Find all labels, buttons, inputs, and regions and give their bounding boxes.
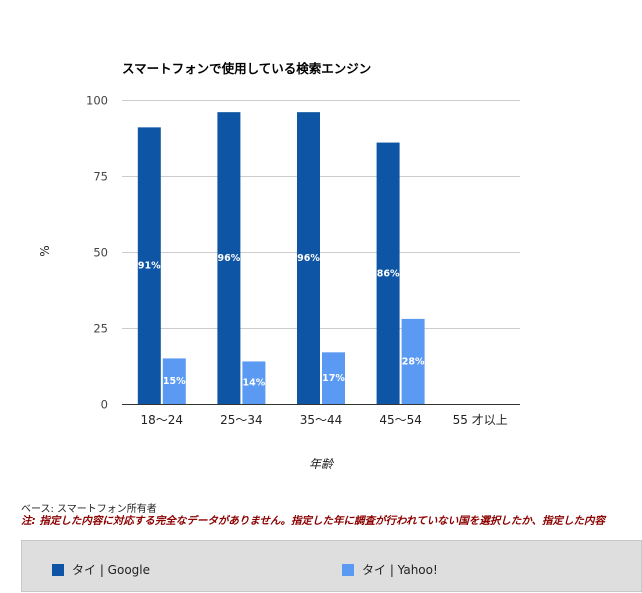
data-label: 28%	[402, 356, 425, 367]
chart-title: スマートフォンで使用している検索エンジン	[122, 61, 371, 76]
bar-yahoo[interactable]	[162, 358, 186, 404]
gridlines	[122, 100, 520, 329]
legend: タイ | Google タイ | Yahoo!	[21, 540, 642, 592]
bar-google[interactable]	[297, 112, 320, 404]
base-note: ベース: スマートフォン所有者	[21, 504, 157, 515]
y-tick-label: 25	[93, 322, 108, 336]
legend-item-google[interactable]: タイ | Google	[52, 561, 150, 578]
x-tick-label: 35〜44	[300, 413, 343, 427]
data-label: 17%	[322, 373, 345, 384]
x-tick-label: 18〜24	[141, 413, 184, 427]
x-axis-ticks: 18〜24 25〜34 35〜44 45〜54 55 才以上	[141, 413, 508, 427]
legend-swatch-yahoo	[342, 563, 354, 576]
y-tick-label: 75	[93, 170, 108, 184]
legend-swatch-google	[52, 563, 64, 576]
x-axis-label: 年齢	[309, 457, 335, 471]
data-label: 91%	[138, 261, 161, 272]
bar-yahoo[interactable]	[242, 361, 266, 404]
bar-google[interactable]	[376, 142, 400, 404]
bar-yahoo[interactable]	[322, 352, 345, 404]
x-tick-label: 25〜34	[220, 413, 263, 427]
legend-label-yahoo: タイ | Yahoo!	[362, 563, 438, 577]
y-tick-label: 100	[86, 94, 108, 108]
x-tick-label: 55 才以上	[453, 413, 508, 427]
bars: 91% 15% 96% 14% 96% 17% 86% 28%	[137, 112, 425, 405]
legend-label-google: タイ | Google	[72, 563, 150, 577]
chart: スマートフォンで使用している検索エンジン 0 25 50 75 100 91% 15% 96…	[38, 61, 520, 471]
x-tick-label: 45〜54	[379, 413, 422, 427]
y-axis-ticks: 0 25 50 75 100	[86, 94, 108, 412]
bar-yahoo[interactable]	[401, 318, 425, 404]
bar-google[interactable]	[217, 112, 241, 404]
data-label: 14%	[243, 378, 266, 389]
y-tick-label: 50	[93, 246, 108, 260]
legend-item-yahoo[interactable]: タイ | Yahoo!	[342, 561, 438, 578]
data-warning-note: 注: 指定した内容に対応する完全なデータがありません。指定した年に調査が行われて…	[21, 515, 605, 527]
data-label: 86%	[377, 268, 400, 279]
data-label: 15%	[163, 376, 186, 387]
y-axis-label: %	[38, 245, 52, 256]
data-label: 96%	[297, 253, 320, 264]
data-label: 96%	[218, 253, 241, 264]
y-tick-label: 0	[101, 398, 108, 412]
bar-google[interactable]	[137, 127, 161, 405]
